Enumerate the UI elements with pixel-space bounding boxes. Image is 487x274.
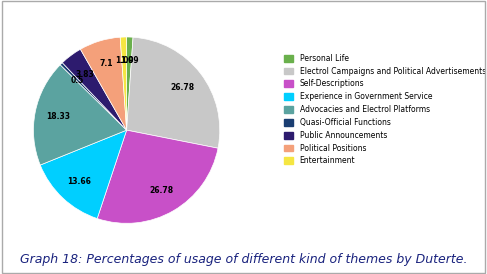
Wedge shape bbox=[40, 130, 127, 219]
Wedge shape bbox=[62, 49, 127, 130]
Text: 1.09: 1.09 bbox=[115, 56, 133, 65]
Wedge shape bbox=[127, 37, 220, 148]
Text: 26.78: 26.78 bbox=[150, 186, 174, 195]
Wedge shape bbox=[120, 37, 127, 130]
Text: 0.5: 0.5 bbox=[71, 76, 84, 85]
Text: 1.09: 1.09 bbox=[120, 56, 138, 65]
Text: 26.78: 26.78 bbox=[170, 83, 194, 92]
Wedge shape bbox=[127, 37, 133, 130]
Text: 13.66: 13.66 bbox=[67, 176, 91, 185]
Text: 3.83: 3.83 bbox=[75, 70, 94, 79]
Wedge shape bbox=[60, 63, 127, 130]
Text: Graph 18: Percentages of usage of different kind of themes by Duterte.: Graph 18: Percentages of usage of differ… bbox=[20, 253, 467, 266]
Wedge shape bbox=[34, 65, 127, 165]
Text: 7.1: 7.1 bbox=[100, 59, 113, 68]
Legend: Personal Life, Electrol Campaigns and Political Advertisements, Self-Description: Personal Life, Electrol Campaigns and Po… bbox=[282, 52, 487, 168]
Text: Graph 18:: Graph 18: bbox=[209, 253, 278, 266]
Text: 18.33: 18.33 bbox=[46, 112, 70, 121]
Wedge shape bbox=[80, 37, 127, 130]
Wedge shape bbox=[97, 130, 218, 223]
